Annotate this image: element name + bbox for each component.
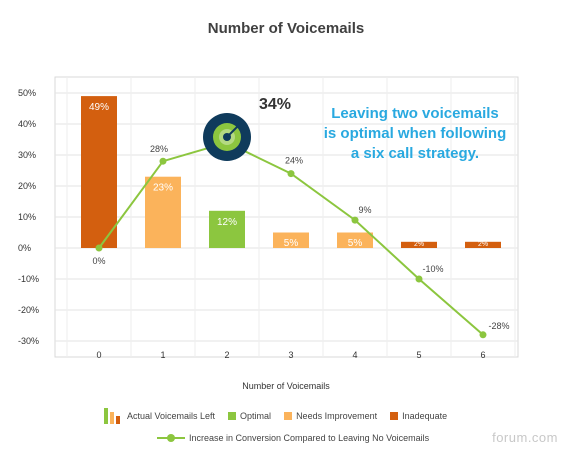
x-tick-label: 1 (160, 350, 165, 360)
line-point (159, 157, 167, 165)
inadequate-swatch (390, 412, 399, 420)
callout-text: Leaving two voicemails is optimal when f… (290, 104, 540, 164)
legend-line: Increase in Conversion Compared to Leavi… (157, 433, 429, 443)
y-tick-label: 10% (18, 212, 36, 222)
line-point (287, 170, 295, 178)
y-tick-label: -20% (18, 305, 39, 315)
line-data-label: 24% (285, 156, 303, 166)
line-data-label: -10% (422, 264, 443, 274)
chart-title: Number of Voicemails (207, 20, 365, 37)
y-tick-label: 30% (18, 150, 36, 160)
x-tick-label: 6 (480, 350, 485, 360)
legend-inadequate: Inadequate (390, 411, 447, 421)
callout-line-3: a six call strategy. (350, 145, 480, 162)
bar (81, 96, 117, 248)
highlight-value-label: 34% (259, 96, 291, 113)
bar (145, 176, 181, 248)
x-tick-label: 5 (416, 350, 421, 360)
bar-data-label: 2% (414, 241, 424, 248)
y-tick-label: 40% (18, 119, 36, 129)
legend-needs: Needs Improvement (284, 411, 377, 421)
bar-data-label: 2% (478, 241, 488, 248)
line-point (351, 216, 359, 224)
line-point (415, 275, 423, 283)
line-data-label: 9% (358, 205, 371, 215)
x-tick-label: 3 (288, 350, 293, 360)
line-data-label: 0% (92, 256, 105, 266)
line-point (479, 331, 487, 339)
callout-line-2: is optimal when following (323, 125, 507, 142)
legend-inadequate-label: Inadequate (402, 411, 448, 421)
bar (209, 210, 245, 248)
x-tick-label: 4 (352, 350, 357, 360)
bar-data-label: 5% (284, 238, 299, 249)
bar-data-label: 23% (153, 183, 173, 194)
chart-plot: 50% 40% 30% 20% 10% 0% -10% -20% -30% 0 1 2 3 4 5 6 49%… (18, 76, 519, 360)
optimal-swatch (228, 412, 237, 420)
x-axis-label: Number of Voicemails (242, 381, 330, 391)
y-tick-label: 50% (18, 88, 36, 98)
target-arrow (226, 122, 242, 138)
y-tick-label: -30% (18, 336, 39, 346)
bar (337, 232, 373, 248)
line-data-label: 28% (150, 144, 168, 154)
y-tick-label: -10% (18, 274, 39, 284)
bar (273, 232, 309, 248)
legend-needs-label: Needs Improvement (296, 411, 378, 421)
needs-swatch (284, 412, 293, 420)
bar (465, 241, 501, 248)
line-point (95, 244, 103, 252)
bar-data-label: 5% (348, 238, 363, 249)
legend-optimal-label: Optimal (240, 411, 272, 421)
mini-bars-icon (104, 408, 122, 424)
bar-data-label: 49% (89, 102, 109, 113)
y-tick-label: 20% (18, 181, 36, 191)
x-tick-label: 2 (224, 350, 229, 360)
legend-line-label: Increase in Conversion Compared to Leavi… (189, 433, 430, 443)
watermark: forum.com (492, 430, 558, 445)
line-data-label: -28% (488, 321, 509, 331)
legend-optimal: Optimal (228, 411, 271, 421)
x-tick-label: 0 (96, 350, 101, 360)
legend-actual-label: Actual Voicemails Left (127, 411, 216, 421)
bar (401, 241, 437, 248)
callout-line-1: Leaving two voicemails (331, 105, 499, 122)
bar-data-label: 12% (217, 217, 237, 228)
line-marker-icon (157, 434, 185, 442)
legend-actual: Actual Voicemails Left (104, 408, 215, 424)
y-tick-label: 0% (18, 243, 31, 253)
